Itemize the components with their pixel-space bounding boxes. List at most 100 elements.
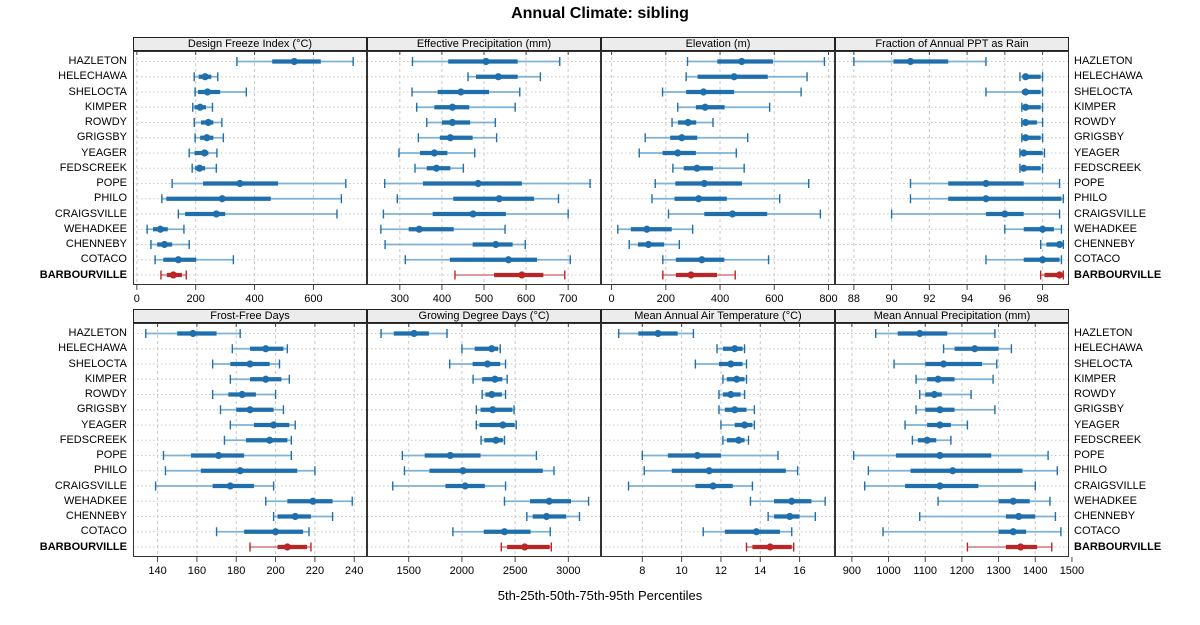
- median-dot: [271, 528, 280, 536]
- median-dot: [290, 57, 298, 66]
- station-range-barbourville: [1039, 270, 1065, 280]
- station-label-barbourville: BARBOURVILLE: [1074, 540, 1162, 553]
- station-label-wehadkee: WEHADKEE: [1074, 494, 1137, 507]
- median-dot: [700, 179, 708, 188]
- median-dot: [212, 210, 220, 218]
- median-dot: [494, 73, 502, 81]
- station-range-barbourville: [662, 270, 736, 280]
- median-dot: [521, 543, 529, 551]
- median-dot: [1016, 543, 1025, 551]
- median-dot: [499, 421, 507, 429]
- station-range-shelocta: [448, 359, 507, 369]
- station-label-chenneby: CHENNEBY: [65, 238, 127, 250]
- axis-tick-label: 92: [923, 293, 935, 305]
- station-label-shelocta: SHELOCTA: [1074, 85, 1133, 98]
- median-dot: [709, 482, 717, 490]
- median-dot: [457, 88, 465, 96]
- station-label-helechawa: HELECHAWA: [1074, 342, 1143, 355]
- median-dot: [678, 134, 686, 142]
- axis-tick-label: 400: [433, 293, 451, 305]
- station-label-helechawa: HELECHAWA: [58, 70, 127, 83]
- panel-effective-precipitation-mm: [367, 51, 601, 285]
- panel-mean-annual-air-temperature-c: [601, 323, 835, 557]
- x-axis-mean-annual-precipitation-mm: 900 1000 1100 1200 1300 1400 1500: [843, 557, 1084, 577]
- median-dot: [1021, 73, 1030, 81]
- median-dot: [1021, 134, 1030, 142]
- axis-tick-label: 8: [639, 565, 645, 577]
- station-label-barbourville: BARBOURVILLE: [1074, 268, 1162, 281]
- station-label-hazleton: HAZLETON: [68, 55, 127, 67]
- median-dot: [1001, 210, 1009, 218]
- station-range-kimper: [415, 102, 516, 112]
- station-label-chenneby: CHENNEBY: [65, 510, 127, 522]
- station-range-fedscreek: [672, 163, 745, 173]
- station-range-yeager: [638, 148, 738, 158]
- station-label-philo: PHILO: [93, 192, 127, 205]
- station-label-hazleton: HAZLETON: [68, 327, 127, 339]
- station-range-barbourville: [249, 542, 312, 552]
- median-dot: [160, 240, 169, 249]
- axis-tick-label: 16: [793, 565, 805, 577]
- median-dot: [699, 88, 708, 96]
- x-axis-frost-free-days: 140 160 180 200 220 240: [148, 557, 363, 577]
- axis-tick-label: 400: [711, 293, 729, 305]
- station-label-grigsby: GRIGSBY: [1074, 403, 1125, 416]
- axis-tick-label: 200: [187, 293, 205, 305]
- axis-tick-label: 0: [134, 293, 140, 305]
- station-range-wehadkee: [503, 496, 590, 506]
- median-dot: [200, 149, 209, 157]
- median-dot: [740, 421, 749, 429]
- station-range-philo: [867, 466, 1058, 476]
- strip-mean-annual-precipitation-mm: Mean Annual Precipitation (mm): [835, 309, 1069, 323]
- panel-frost-free-days: [133, 323, 367, 557]
- median-dot: [695, 195, 703, 203]
- station-range-shelocta: [985, 87, 1044, 97]
- axis-tick-label: 220: [306, 565, 324, 577]
- station-label-helechawa: HELECHAWA: [58, 342, 127, 355]
- median-dot: [906, 57, 915, 66]
- median-dot: [916, 329, 924, 338]
- median-dot: [693, 164, 701, 172]
- station-range-craigsville: [154, 481, 275, 491]
- station-range-philo: [643, 466, 799, 476]
- median-dot: [701, 103, 709, 111]
- station-range-cotaco: [662, 255, 770, 265]
- median-dot: [936, 421, 944, 429]
- median-dot: [461, 482, 469, 490]
- station-label-shelocta: SHELOCTA: [68, 85, 127, 98]
- strip-growing-degree-days-c: Growing Degree Days (°C): [367, 309, 601, 323]
- median-dot: [542, 512, 551, 521]
- station-range-rowdy: [671, 118, 714, 127]
- median-dot: [654, 329, 662, 338]
- axis-tick-label: 700: [559, 293, 577, 305]
- station-label-rowdy: ROWDY: [1074, 388, 1117, 400]
- station-range-wehadkee: [380, 224, 506, 234]
- station-label-cotaco: COTACO: [1074, 253, 1121, 266]
- median-dot: [1020, 164, 1028, 172]
- station-range-barbourville: [454, 270, 566, 280]
- axis-tick-label: 180: [227, 565, 245, 577]
- station-range-yeager: [1019, 148, 1046, 158]
- median-dot: [518, 271, 526, 279]
- station-range-barbourville: [160, 270, 187, 280]
- median-dot: [459, 467, 467, 475]
- axis-tick-label: 14: [754, 565, 766, 577]
- station-label-wehadkee: WEHADKEE: [1074, 222, 1137, 235]
- axis-tick-label: 1300: [986, 565, 1010, 577]
- median-dot: [936, 482, 944, 490]
- axis-tick-label: 1400: [1023, 565, 1047, 577]
- median-dot: [1055, 240, 1064, 249]
- median-dot: [482, 57, 490, 66]
- station-range-hazleton: [617, 329, 695, 338]
- station-range-philo: [396, 194, 560, 204]
- median-dot: [226, 482, 234, 490]
- station-label-grigsby: GRIGSBY: [76, 403, 127, 416]
- axis-tick-label: 900: [843, 565, 861, 577]
- station-label-pope: POPE: [1074, 449, 1105, 461]
- station-range-kimper: [1021, 102, 1044, 112]
- station-range-hazleton: [686, 57, 826, 66]
- station-range-philo: [909, 194, 1065, 204]
- median-dot: [238, 390, 246, 399]
- median-dot: [262, 375, 270, 383]
- station-range-pope: [641, 451, 779, 460]
